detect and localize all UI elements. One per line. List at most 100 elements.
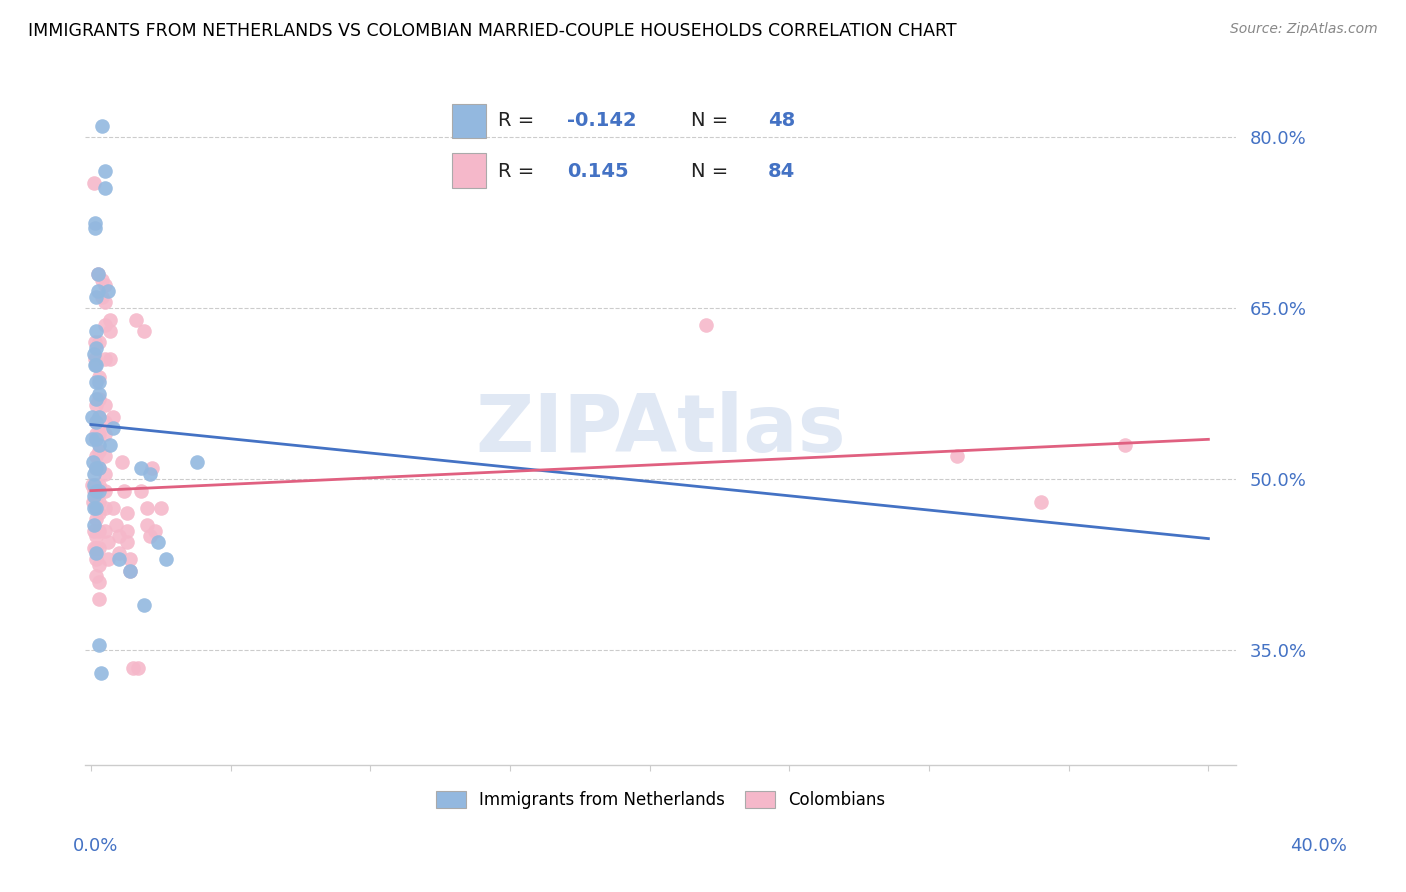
Point — [83, 478, 105, 492]
Point — [100, 312, 122, 326]
Point — [89, 409, 111, 424]
Point — [91, 290, 114, 304]
Point — [86, 512, 108, 526]
Text: Source: ZipAtlas.com: Source: ZipAtlas.com — [1230, 22, 1378, 37]
Text: 0.0%: 0.0% — [73, 837, 118, 855]
Point — [115, 507, 138, 521]
Point — [94, 467, 117, 481]
Point — [94, 398, 117, 412]
Point — [695, 318, 717, 333]
Point — [100, 438, 122, 452]
Point — [84, 358, 107, 372]
Point — [94, 352, 117, 367]
Point — [115, 535, 138, 549]
Point — [86, 483, 108, 498]
Point — [149, 500, 172, 515]
Point — [89, 386, 111, 401]
Point — [86, 415, 108, 429]
Point — [86, 461, 108, 475]
Point — [86, 495, 108, 509]
Point — [86, 461, 108, 475]
Point — [97, 284, 120, 298]
Point — [83, 176, 105, 190]
Point — [82, 433, 104, 447]
Point — [108, 546, 131, 560]
Point — [118, 564, 141, 578]
Point — [100, 324, 122, 338]
Point — [94, 524, 117, 538]
Point — [83, 517, 105, 532]
Point — [94, 426, 117, 441]
Text: ZIPAtlas: ZIPAtlas — [475, 392, 846, 469]
Point — [86, 341, 108, 355]
Point — [83, 467, 105, 481]
Point — [115, 524, 138, 538]
Point — [94, 500, 117, 515]
Text: IMMIGRANTS FROM NETHERLANDS VS COLOMBIAN MARRIED-COUPLE HOUSEHOLDS CORRELATION C: IMMIGRANTS FROM NETHERLANDS VS COLOMBIAN… — [28, 22, 956, 40]
Point — [86, 569, 108, 583]
Point — [89, 426, 111, 441]
Point — [89, 638, 111, 652]
Point — [138, 529, 160, 543]
Point — [1029, 495, 1052, 509]
Point — [89, 574, 111, 589]
Point — [103, 500, 125, 515]
Point — [89, 409, 111, 424]
Point — [83, 500, 105, 515]
Point — [86, 376, 108, 390]
Point — [86, 426, 108, 441]
Point — [83, 347, 105, 361]
Point — [82, 409, 104, 424]
Point — [146, 535, 169, 549]
Point — [129, 461, 152, 475]
Point — [105, 517, 128, 532]
Point — [132, 598, 155, 612]
Point — [86, 500, 108, 515]
Point — [86, 433, 108, 447]
Point — [86, 552, 108, 566]
Point — [124, 312, 146, 326]
Point — [82, 455, 104, 469]
Point — [132, 324, 155, 338]
Point — [108, 552, 131, 566]
Point — [82, 495, 104, 509]
Point — [143, 524, 166, 538]
Point — [91, 272, 114, 286]
Point — [86, 358, 108, 372]
Point — [89, 392, 111, 407]
Point — [89, 558, 111, 572]
Point — [90, 666, 112, 681]
Point — [89, 524, 111, 538]
Point — [94, 181, 117, 195]
Point — [94, 164, 117, 178]
Text: 40.0%: 40.0% — [1291, 837, 1347, 855]
Point — [94, 450, 117, 464]
Point — [138, 467, 160, 481]
Point — [112, 483, 135, 498]
Point — [108, 529, 131, 543]
Point — [86, 450, 108, 464]
Point — [118, 564, 141, 578]
Point — [89, 541, 111, 555]
Point — [86, 290, 108, 304]
Point — [84, 335, 107, 350]
Point — [141, 461, 163, 475]
Point — [86, 398, 108, 412]
Point — [82, 478, 104, 492]
Point — [103, 421, 125, 435]
Point — [91, 119, 114, 133]
Point — [946, 450, 969, 464]
Point — [89, 443, 111, 458]
Point — [83, 483, 105, 498]
Point — [94, 278, 117, 293]
Point — [94, 318, 117, 333]
Point — [86, 415, 108, 429]
Point — [94, 483, 117, 498]
Point — [86, 529, 108, 543]
Point — [86, 392, 108, 407]
Point — [89, 507, 111, 521]
Point — [97, 535, 120, 549]
Point — [84, 352, 107, 367]
Point — [89, 495, 111, 509]
Point — [155, 552, 177, 566]
